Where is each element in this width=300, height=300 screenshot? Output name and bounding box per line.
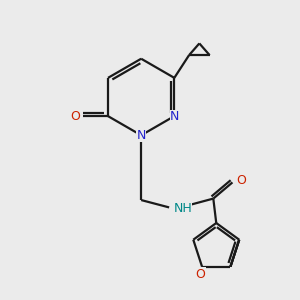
Text: NH: NH	[174, 202, 192, 215]
Text: O: O	[196, 268, 206, 281]
Text: N: N	[136, 129, 146, 142]
Text: O: O	[236, 174, 246, 188]
Text: N: N	[169, 110, 179, 123]
Text: O: O	[70, 110, 80, 123]
